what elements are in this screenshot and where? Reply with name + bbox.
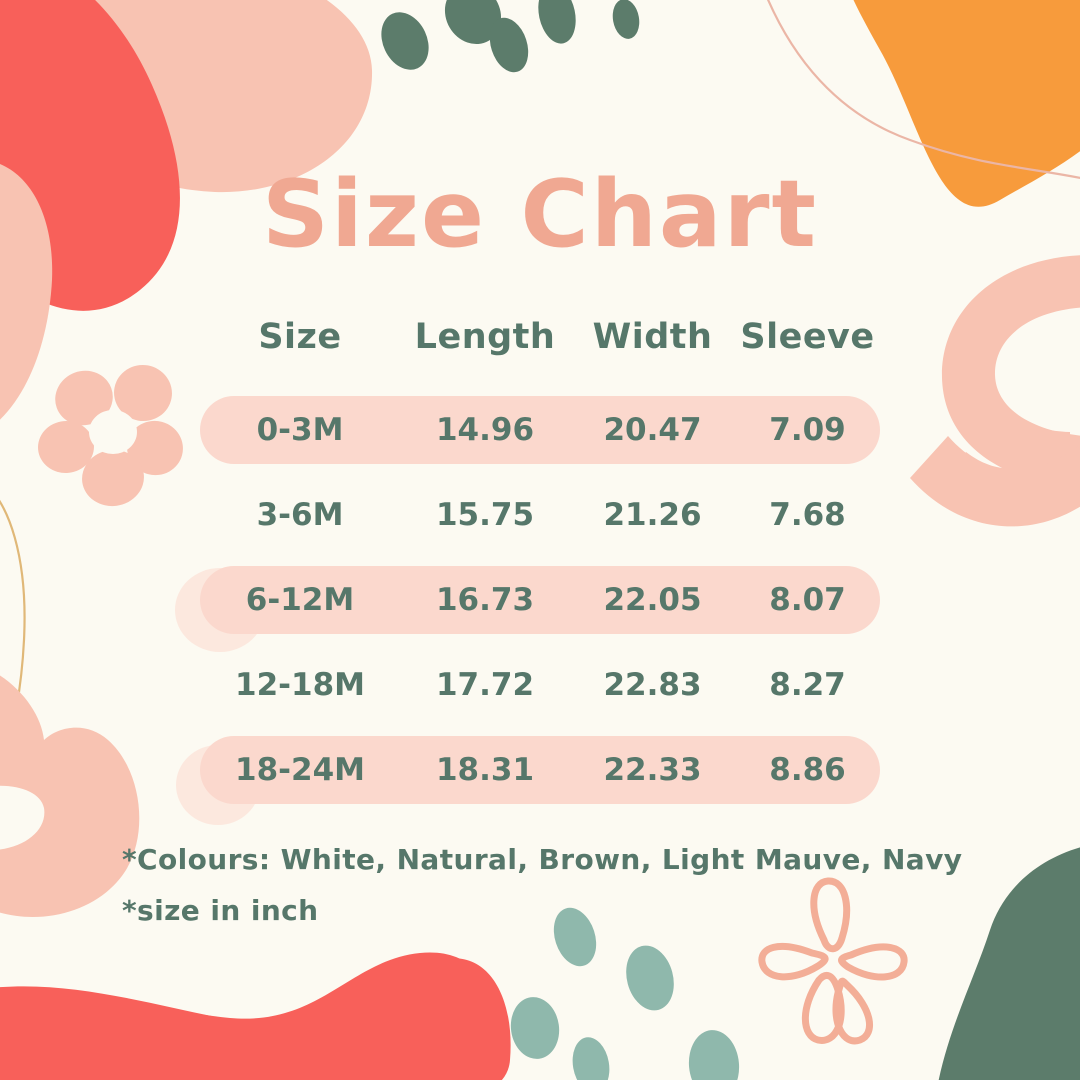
cell-size: 0-3M (256, 411, 344, 448)
cell-width: 22.05 (603, 581, 702, 618)
cell-sleeve: 8.07 (769, 581, 846, 618)
cell-length: 15.75 (435, 496, 535, 533)
cell-sleeve: 7.68 (769, 496, 846, 533)
cell-size: 3-6M (256, 496, 344, 533)
table-row: 0-3M 14.96 20.47 7.09 (200, 396, 880, 464)
cell-size: 6-12M (245, 581, 355, 618)
table-row: 18-24M 18.31 22.33 8.86 (200, 736, 880, 804)
cell-length: 14.96 (435, 411, 535, 448)
column-header-sleeve: Sleeve (740, 316, 875, 357)
cell-sleeve: 8.86 (769, 751, 846, 788)
cell-sleeve: 7.09 (769, 411, 846, 448)
size-chart-table: Size Length Width Sleeve 0-3M 14.96 20.4… (200, 312, 880, 821)
table-header-row: Size Length Width Sleeve (200, 312, 880, 362)
cell-width: 22.83 (603, 666, 702, 703)
cell-length: 18.31 (435, 751, 535, 788)
cell-length: 16.73 (435, 581, 535, 618)
cell-length: 17.72 (435, 666, 535, 703)
table-row: 12-18M 17.72 22.83 8.27 (200, 651, 880, 719)
column-header-length: Length (414, 316, 556, 357)
cell-sleeve: 8.27 (769, 666, 846, 703)
cell-size: 18-24M (235, 751, 365, 788)
cell-size: 12-18M (235, 666, 365, 703)
column-header-size: Size (258, 316, 342, 357)
footnotes: *Colours: White, Natural, Brown, Light M… (122, 843, 1022, 947)
table-row: 6-12M 16.73 22.05 8.07 (200, 566, 880, 634)
table-row: 3-6M 15.75 21.26 7.68 (200, 481, 880, 549)
page-title: Size Chart (262, 160, 818, 268)
cell-width: 22.33 (603, 751, 702, 788)
column-header-width: Width (592, 316, 713, 357)
footnote-colours: *Colours: White, Natural, Brown, Light M… (122, 843, 963, 876)
cell-width: 21.26 (603, 496, 702, 533)
footnote-units: *size in inch (122, 893, 319, 927)
cell-width: 20.47 (603, 411, 702, 448)
